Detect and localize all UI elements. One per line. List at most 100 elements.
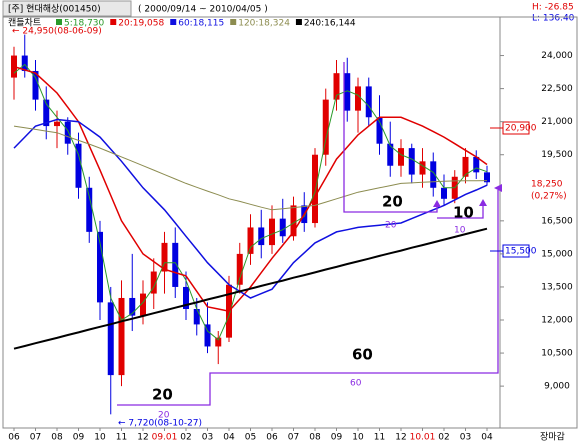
legend-label: 5:18,730: [64, 19, 105, 29]
y-tick-label: 12,000: [541, 316, 573, 326]
candle-body: [441, 187, 447, 199]
x-tick-label: 06: [266, 433, 278, 443]
resistance-box: [502, 121, 530, 135]
ma-line: [13, 65, 488, 313]
wave-label: 10: [453, 204, 474, 222]
candle-body: [355, 86, 361, 111]
candle-body: [236, 253, 243, 285]
support-box: [502, 244, 530, 258]
x-tick-label: 08: [51, 433, 63, 443]
x-tick-label: 02: [180, 433, 191, 443]
wave-sublabel: 10: [454, 226, 466, 236]
legend-swatch: [170, 19, 177, 25]
title: [주] 현대해상(001450): [8, 4, 101, 15]
candle-body: [183, 286, 189, 309]
x-tick-label: 10: [352, 433, 364, 443]
plot: [11, 34, 490, 415]
candle-body: [419, 161, 426, 175]
candle-body: [193, 308, 200, 325]
y-tick-label: 24,000: [541, 51, 573, 61]
candle-body: [484, 172, 490, 183]
y-tick-label: 9,000: [544, 382, 570, 392]
x-tick-label: 09: [73, 433, 85, 443]
candle-body: [312, 154, 318, 224]
candle-body: [344, 73, 351, 111]
candle-body: [430, 161, 437, 188]
x-tick-label: 09.01: [152, 433, 178, 443]
resistance-label: 20,900: [505, 124, 537, 134]
legend: 5:18,730 20:19,058 60:18,115 120:18,324 240:…: [56, 19, 356, 29]
candle-body: [97, 231, 103, 303]
legend-label: 20:19,058: [118, 19, 164, 29]
min-label: ← 7,720(08-10-27): [118, 419, 202, 429]
y-tick-label: 10,500: [541, 349, 573, 359]
x-tick-label: 08: [309, 433, 321, 443]
candle-body: [21, 55, 28, 71]
h-value: H: -26.85: [532, 3, 574, 13]
close-label: 장마감: [540, 431, 565, 443]
ma-line: [13, 63, 488, 341]
candle-body: [333, 73, 340, 100]
candle-body: [473, 156, 480, 173]
x-tick-label: 12: [395, 433, 406, 443]
y-tick-label: 19,500: [541, 150, 573, 160]
last-label: 18,250: [531, 180, 563, 190]
arrow: [433, 200, 441, 207]
x-tick-label: 11: [116, 433, 127, 443]
candle-body: [64, 121, 71, 144]
candle-body: [43, 99, 50, 127]
legend-label: 120:18,324: [238, 19, 290, 29]
legend-swatch: [295, 19, 302, 25]
y-tick-label: 13,500: [541, 282, 573, 292]
candle-body: [279, 218, 286, 237]
x-tick-label: 05: [245, 433, 256, 443]
y-tick-label: 21,000: [541, 117, 573, 127]
chart-label: 캔들차트: [8, 17, 41, 29]
candle-body: [172, 242, 179, 287]
x-tick-label: 10.01: [410, 433, 436, 443]
legend-swatch: [110, 19, 117, 25]
change-label: (0,27%): [531, 192, 567, 202]
candle-body: [247, 227, 254, 254]
arrow: [479, 199, 487, 206]
x-tick-label: 04: [481, 433, 493, 443]
wave-line: [117, 190, 499, 406]
candle-body: [376, 117, 383, 144]
x-tick-label: 09: [331, 433, 343, 443]
x-tick-label: 10: [94, 433, 106, 443]
candle-body: [54, 121, 60, 127]
y-tick-label: 22,500: [541, 84, 573, 94]
candle-body: [290, 205, 297, 237]
candle-body: [387, 143, 394, 166]
legend-swatch: [56, 19, 62, 25]
candle-body: [107, 302, 114, 376]
wave-sublabel: 20: [385, 221, 397, 231]
wave-label: 20: [152, 386, 173, 404]
x-tick-label: 07: [288, 433, 299, 443]
wave-label: 60: [352, 346, 373, 364]
candle-body: [86, 187, 93, 232]
wave-lines: [117, 62, 499, 406]
y-tick-label: 15,000: [541, 249, 573, 259]
candle-body: [258, 227, 265, 246]
candle-body: [408, 148, 415, 175]
wave-line: [343, 62, 438, 213]
l-value: L: 136.40: [532, 14, 575, 24]
x-tick-label: 03: [460, 433, 471, 443]
title-box: [2, 0, 132, 17]
wave-sublabel: 20: [158, 411, 170, 421]
candle-body: [215, 337, 222, 347]
wave-sublabel: 60: [350, 379, 362, 389]
candle-body: [129, 297, 136, 316]
candle-body: [161, 242, 168, 272]
x-tick-label: 07: [30, 433, 41, 443]
legend-label: 60:18,115: [178, 19, 224, 29]
axis-frame: [499, 16, 578, 429]
candle-body: [32, 70, 39, 100]
candle-body: [118, 297, 125, 376]
x-tick-label: 06: [8, 433, 20, 443]
wave-line: [437, 204, 484, 219]
candle-body: [398, 148, 404, 166]
